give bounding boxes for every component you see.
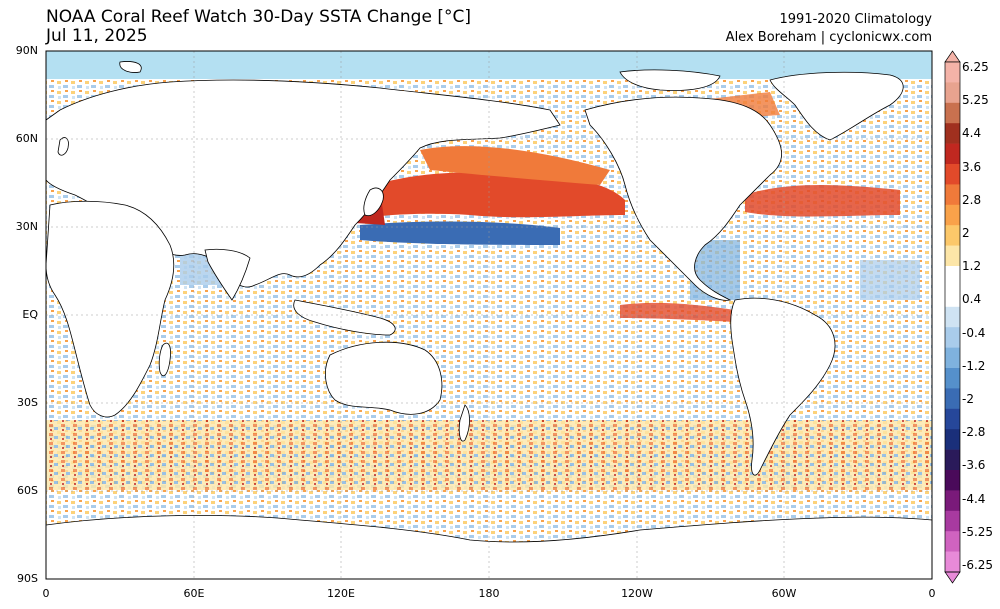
south-america: [730, 297, 836, 476]
colorbar-segment: [945, 123, 960, 144]
colorbar-segment: [945, 62, 960, 83]
colorbar-tick-label: -6.25: [962, 558, 994, 572]
colorbar-segment: [945, 184, 960, 206]
svalbard: [119, 61, 142, 73]
colorbar-segment: [945, 388, 960, 410]
colorbar-segment: [945, 510, 960, 532]
colorbar-top-arrow: [944, 50, 961, 63]
greenland: [769, 71, 904, 141]
colorbar-segment: [945, 225, 960, 246]
lon-label-0: 0: [42, 587, 50, 600]
colorbar-segment: [945, 245, 960, 267]
colorbar-tick-label: 0.4: [962, 292, 982, 307]
lon-label-180: 180: [478, 587, 500, 600]
graticule: [46, 51, 932, 579]
land-layer: [45, 61, 933, 580]
colorbar-segment: [945, 449, 960, 471]
colorbar-segment: [945, 470, 960, 491]
colorbar: [944, 50, 961, 584]
colorbar-segment: [945, 347, 960, 369]
colorbar-segment: [945, 266, 960, 287]
colorbar-bottom-arrow: [944, 571, 961, 584]
colorbar-segment: [945, 408, 960, 430]
lat-label-90s: 90S: [17, 572, 38, 585]
colorbar-tick-label: 3.6: [962, 159, 982, 174]
colorbar-tick-label: 1.2: [962, 259, 982, 274]
japan: [363, 187, 384, 217]
lon-label-60e: 60E: [183, 587, 205, 600]
colorbar-tick-label: -2: [962, 392, 974, 406]
lat-label-60s: 60S: [17, 484, 38, 497]
lon-label-120e: 120E: [327, 587, 355, 600]
canadian-arctic: [619, 69, 721, 91]
indonesia: [293, 299, 396, 336]
africa: [45, 200, 175, 418]
uk: [57, 137, 69, 156]
credit-label: Alex Boreham | cyclonicwx.com: [725, 30, 932, 45]
colorbar-segment: [945, 531, 960, 552]
colorbar-segment: [945, 102, 960, 124]
colorbar-segment: [945, 368, 960, 389]
lon-label-60w: 60W: [771, 587, 797, 600]
colorbar-tick-label: 5.25: [962, 93, 989, 108]
colorbar-tick-label: 2: [962, 226, 970, 240]
lat-label-30s: 30S: [17, 396, 38, 409]
lat-label-eq: EQ: [22, 308, 38, 321]
colorbar-segment: [945, 490, 960, 512]
colorbar-tick-label: -5.25: [962, 524, 994, 539]
colorbar-segment: [945, 164, 960, 185]
colorbar-segment: [945, 82, 960, 104]
colorbar-segment: [945, 204, 960, 226]
lat-label-90n: 90N: [15, 44, 38, 57]
colorbar-tick-label: 4.4: [962, 126, 982, 141]
colorbar-tick-label: -0.4: [962, 325, 986, 340]
colorbar-segment: [945, 286, 960, 308]
colorbar-tick-label: -1.2: [962, 358, 986, 373]
colorbar-segment: [945, 429, 960, 450]
colorbar-tick-label: 6.25: [962, 60, 989, 74]
colorbar-segment: [945, 551, 960, 573]
colorbar-tick-label: -3.6: [962, 458, 986, 473]
colorbar-tick-label: -2.8: [962, 425, 986, 440]
lat-label-60n: 60N: [15, 132, 38, 145]
lon-label-0-east: 0: [928, 587, 936, 600]
india: [204, 248, 251, 301]
north-america: [584, 96, 782, 301]
colorbar-tick-label: 2.8: [962, 192, 982, 207]
colorbar-frame: [944, 61, 961, 573]
climatology-label: 1991-2020 Climatology: [779, 12, 932, 27]
madagascar: [158, 342, 171, 377]
lon-label-120w: 120W: [621, 587, 653, 600]
map-frame: [45, 50, 933, 580]
colorbar-tick-label: -4.4: [962, 491, 986, 506]
map-date: Jul 11, 2025: [46, 26, 148, 46]
australia: [325, 341, 443, 415]
colorbar-segment: [945, 143, 960, 165]
new-zealand: [458, 404, 470, 442]
colorbar-segment: [945, 327, 960, 348]
colorbar-segment: [945, 306, 960, 328]
lat-label-30n: 30N: [15, 220, 38, 233]
map-title: NOAA Coral Reef Watch 30-Day SSTA Change…: [46, 7, 471, 27]
